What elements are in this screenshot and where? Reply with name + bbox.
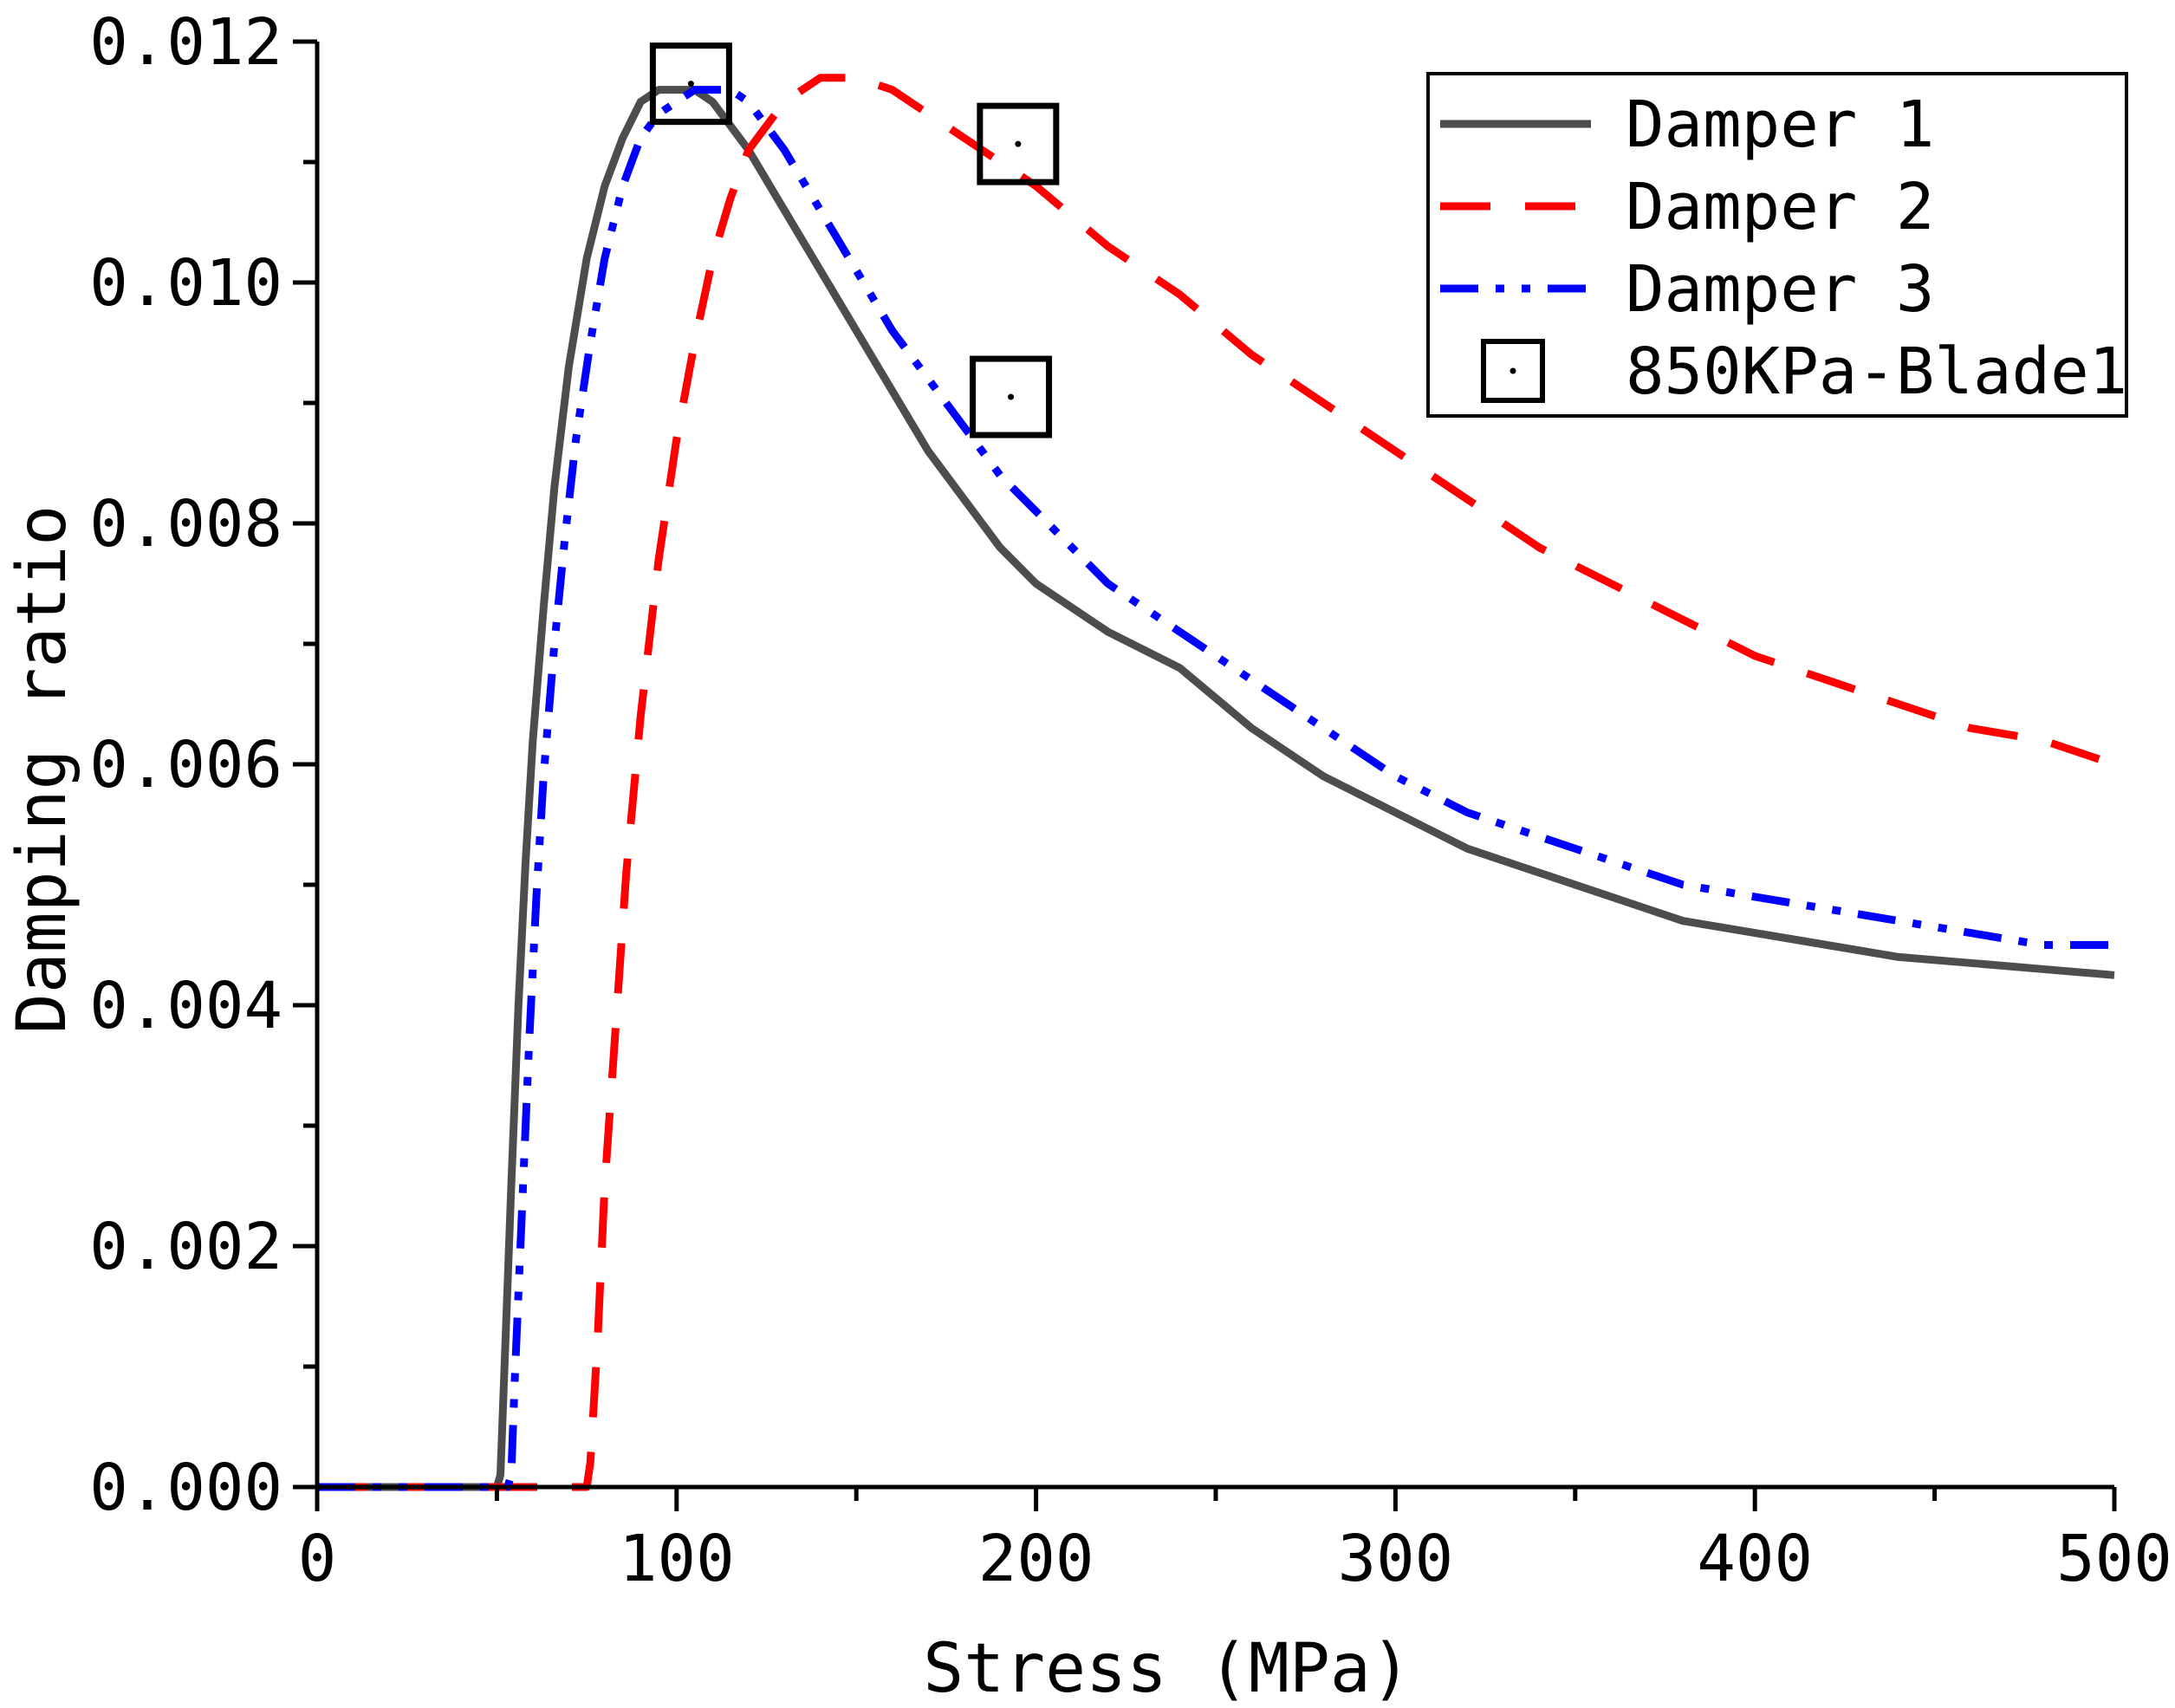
y-tick-label-5: 0.010 xyxy=(89,246,282,321)
y-tick-label-4: 0.008 xyxy=(89,487,282,562)
x-tick-label-0: 0 xyxy=(298,1522,337,1596)
data-marker-dot-1 xyxy=(687,81,694,88)
y-tick-label-0: 0.000 xyxy=(89,1451,282,1525)
legend-label-1: Damper 1 xyxy=(1626,88,1934,162)
x-tick-label-100: 100 xyxy=(619,1522,735,1596)
series-line-3 xyxy=(317,86,2114,1491)
legend-label-3: Damper 3 xyxy=(1626,252,1934,327)
data-marker-1 xyxy=(649,42,732,126)
data-marker-dot-3 xyxy=(1008,393,1015,400)
legend-marker-4 xyxy=(1481,339,1545,403)
series-line-2 xyxy=(317,74,2116,1491)
y-tick-label-1: 0.002 xyxy=(89,1210,282,1284)
legend-label-4: 850KPa-Blade1 xyxy=(1626,334,2127,409)
legend-marker-dot-4 xyxy=(1510,367,1516,374)
data-marker-3 xyxy=(970,355,1053,438)
series-line-1 xyxy=(317,86,2115,1491)
x-tick-label-400: 400 xyxy=(1697,1522,1813,1596)
ticks: 0 100 200 300 400 500 0.000 0.002 0.004 0.006 0.00… xyxy=(89,5,2172,1596)
y-tick-label-2: 0.004 xyxy=(89,969,282,1043)
y-tick-label-3: 0.006 xyxy=(89,728,282,802)
data-marker-dot-2 xyxy=(1015,140,1022,147)
legend-label-2: Damper 2 xyxy=(1626,170,1934,244)
x-tick-label-200: 200 xyxy=(978,1522,1094,1596)
x-axis-title: Stress (MPa) xyxy=(923,1630,1412,1708)
x-tick-label-500: 500 xyxy=(2056,1522,2172,1596)
series-layer xyxy=(317,42,2116,1491)
y-axis-title: Damping ratio xyxy=(3,505,81,1034)
data-marker-2 xyxy=(977,102,1060,185)
x-tick-label-300: 300 xyxy=(1338,1522,1454,1596)
y-tick-label-6: 0.012 xyxy=(89,5,282,80)
